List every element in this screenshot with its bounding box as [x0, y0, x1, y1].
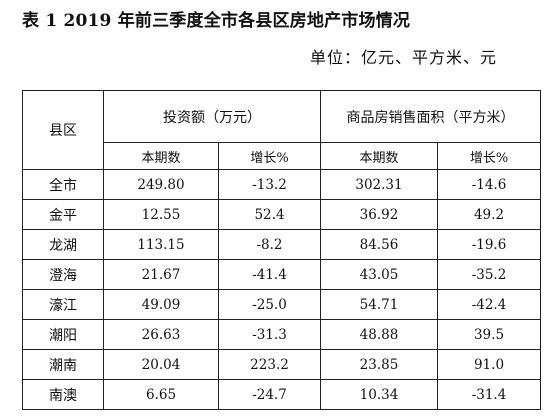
county-cell: 潮阳	[22, 319, 104, 350]
table-row: 金平 12.55 52.4 36.92 49.2	[22, 199, 541, 230]
inv-growth-cell: -8.2	[218, 229, 321, 260]
area-current-cell: 302.31	[320, 169, 438, 200]
area-current-cell: 43.05	[320, 259, 438, 290]
county-cell: 龙湖	[22, 229, 104, 260]
inv-growth-cell: -24.7	[218, 379, 321, 410]
area-growth-cell: -31.4	[437, 379, 541, 410]
area-current-cell: 36.92	[320, 199, 438, 230]
county-cell: 澄海	[22, 259, 104, 290]
inv-current-cell: 249.80	[103, 169, 219, 200]
inv-current-cell: 20.04	[103, 349, 219, 380]
area-growth-cell: -35.2	[437, 259, 541, 290]
county-cell: 全市	[22, 169, 104, 200]
header-county: 县区	[22, 90, 104, 170]
header-area-current: 本期数	[320, 142, 438, 170]
header-area-growth: 增长%	[437, 142, 541, 170]
table-title: 表 1 2019 年前三季度全市各县区房地产市场情况	[22, 11, 411, 31]
area-growth-cell: 49.2	[437, 199, 541, 230]
area-growth-cell: 39.5	[437, 319, 541, 350]
area-growth-cell: -14.6	[437, 169, 541, 200]
county-cell: 濠江	[22, 289, 104, 320]
inv-current-cell: 6.65	[103, 379, 219, 410]
table-row: 澄海 21.67 -41.4 43.05 -35.2	[22, 259, 541, 290]
county-cell: 南澳	[22, 379, 104, 410]
area-current-cell: 48.88	[320, 319, 438, 350]
inv-growth-cell: 223.2	[218, 349, 321, 380]
header-inv-current: 本期数	[103, 142, 219, 170]
area-growth-cell: -19.6	[437, 229, 541, 260]
area-growth-cell: -42.4	[437, 289, 541, 320]
table-row: 潮南 20.04 223.2 23.85 91.0	[22, 349, 541, 380]
inv-current-cell: 49.09	[103, 289, 219, 320]
inv-growth-cell: -25.0	[218, 289, 321, 320]
inv-current-cell: 21.67	[103, 259, 219, 290]
inv-current-cell: 26.63	[103, 319, 219, 350]
area-current-cell: 23.85	[320, 349, 438, 380]
header-investment: 投资额（万元）	[103, 90, 321, 143]
inv-current-cell: 113.15	[103, 229, 219, 260]
area-current-cell: 54.71	[320, 289, 438, 320]
inv-current-cell: 12.55	[103, 199, 219, 230]
inv-growth-cell: -13.2	[218, 169, 321, 200]
area-current-cell: 84.56	[320, 229, 438, 260]
unit-note: 单位：亿元、平方米、元	[309, 48, 497, 67]
county-cell: 潮南	[22, 349, 104, 380]
area-growth-cell: 91.0	[437, 349, 541, 380]
real-estate-table: 县区 投资额（万元） 商品房销售面积（平方米） 本期数 增长% 本期数 增长% …	[22, 90, 541, 410]
table-row: 全市 249.80 -13.2 302.31 -14.6	[22, 169, 541, 200]
header-sales-area: 商品房销售面积（平方米）	[320, 90, 541, 143]
area-current-cell: 10.34	[320, 379, 438, 410]
inv-growth-cell: 52.4	[218, 199, 321, 230]
table-row: 濠江 49.09 -25.0 54.71 -42.4	[22, 289, 541, 320]
inv-growth-cell: -41.4	[218, 259, 321, 290]
table-row: 潮阳 26.63 -31.3 48.88 39.5	[22, 319, 541, 350]
inv-growth-cell: -31.3	[218, 319, 321, 350]
county-cell: 金平	[22, 199, 104, 230]
table-row: 南澳 6.65 -24.7 10.34 -31.4	[22, 379, 541, 410]
table-row: 龙湖 113.15 -8.2 84.56 -19.6	[22, 229, 541, 260]
header-inv-growth: 增长%	[218, 142, 321, 170]
